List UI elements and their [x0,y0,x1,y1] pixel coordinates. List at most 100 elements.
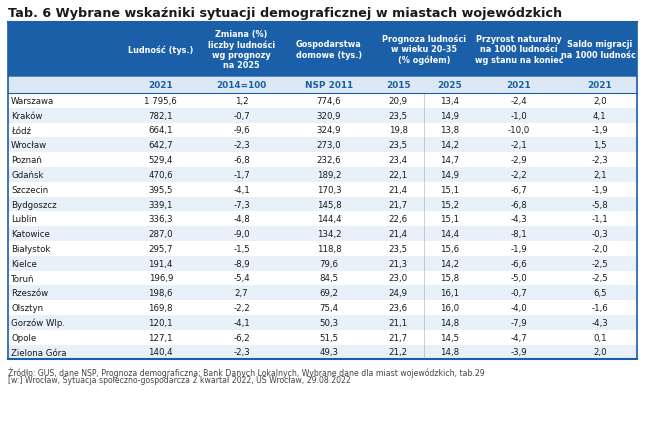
Text: 287,0: 287,0 [148,230,173,239]
Text: 664,1: 664,1 [148,126,173,135]
Text: 196,9: 196,9 [148,274,173,283]
Text: -2,9: -2,9 [511,156,527,165]
Text: 14,8: 14,8 [440,348,459,356]
Text: NSP 2011: NSP 2011 [305,81,353,90]
Text: -0,7: -0,7 [511,289,527,298]
Text: 23,0: 23,0 [389,274,408,283]
Text: 395,5: 395,5 [148,185,173,194]
Text: 1 795,6: 1 795,6 [144,97,177,106]
Text: 339,1: 339,1 [148,200,173,209]
Text: 144,4: 144,4 [317,215,341,224]
Text: 2021: 2021 [588,81,612,90]
Text: -2,0: -2,0 [591,244,608,253]
Text: -1,9: -1,9 [511,244,527,253]
Text: -1,7: -1,7 [233,171,250,179]
Text: Lublin: Lublin [11,215,37,224]
Text: 14,2: 14,2 [440,259,459,268]
Text: Przyrost naturalny
na 1000 ludności
wg stanu na koniec: Przyrost naturalny na 1000 ludności wg s… [475,35,563,65]
Text: Kielce: Kielce [11,259,37,268]
Text: -2,3: -2,3 [591,156,608,165]
Bar [8,212,637,227]
Text: 15,1: 15,1 [440,185,459,194]
Text: 2,7: 2,7 [235,289,248,298]
Text: -7,9: -7,9 [511,318,527,327]
Text: 84,5: 84,5 [319,274,339,283]
Text: Opole: Opole [11,333,36,342]
Text: -2,3: -2,3 [233,348,250,356]
Text: 2025: 2025 [437,81,462,90]
Text: -1,0: -1,0 [511,111,527,120]
Text: Łódź: Łódź [11,126,31,135]
Text: 2021: 2021 [506,81,531,90]
Text: 6,5: 6,5 [593,289,606,298]
Bar [8,153,637,168]
Bar [8,23,637,77]
Text: 21,4: 21,4 [389,230,408,239]
Text: 21,4: 21,4 [389,185,408,194]
Text: 14,4: 14,4 [440,230,459,239]
Text: -9,6: -9,6 [233,126,250,135]
Text: 22,6: 22,6 [389,215,408,224]
Text: Białystok: Białystok [11,244,50,253]
Text: 21,2: 21,2 [389,348,408,356]
Text: -2,5: -2,5 [591,259,608,268]
Text: -1,1: -1,1 [591,215,608,224]
Text: -7,3: -7,3 [233,200,250,209]
Text: 2,1: 2,1 [593,171,606,179]
Text: 14,2: 14,2 [440,141,459,150]
Text: 14,9: 14,9 [440,171,459,179]
Text: 15,8: 15,8 [440,274,459,283]
Text: Szczecin: Szczecin [11,185,48,194]
Bar [8,315,637,330]
Text: Gorzów Wlp.: Gorzów Wlp. [11,318,65,327]
Bar [8,94,637,108]
Text: 2,0: 2,0 [593,348,606,356]
Bar [8,227,637,241]
Text: 140,4: 140,4 [148,348,173,356]
Bar [8,241,637,256]
Text: -4,1: -4,1 [233,185,250,194]
Text: -4,0: -4,0 [511,304,527,312]
Text: -4,3: -4,3 [591,318,608,327]
Text: Zmiana (%)
liczby ludności
wg prognozy
na 2025: Zmiana (%) liczby ludności wg prognozy n… [208,30,275,70]
Text: -0,7: -0,7 [233,111,250,120]
Text: 191,4: 191,4 [148,259,173,268]
Text: 23,5: 23,5 [389,244,408,253]
Bar [8,182,637,197]
Text: -2,5: -2,5 [591,274,608,283]
Text: 69,2: 69,2 [319,289,339,298]
Text: -2,2: -2,2 [511,171,527,179]
Text: -2,1: -2,1 [511,141,527,150]
Text: -8,1: -8,1 [511,230,527,239]
Text: 295,7: 295,7 [148,244,173,253]
Text: 198,6: 198,6 [148,289,173,298]
Text: Gospodarstwa
domowe (tys.): Gospodarstwa domowe (tys.) [296,40,362,60]
Text: 14,9: 14,9 [440,111,459,120]
Text: 774,6: 774,6 [317,97,341,106]
Text: 145,8: 145,8 [317,200,341,209]
Text: 324,9: 324,9 [317,126,341,135]
Text: 320,9: 320,9 [317,111,341,120]
Bar [8,256,637,271]
Text: 1,2: 1,2 [235,97,248,106]
Text: 75,4: 75,4 [319,304,339,312]
Bar [8,197,637,212]
Text: Wrocław: Wrocław [11,141,47,150]
Text: -6,7: -6,7 [511,185,527,194]
Text: -3,9: -3,9 [511,348,527,356]
Text: 21,7: 21,7 [389,200,408,209]
Text: Katowice: Katowice [11,230,50,239]
Text: -8,9: -8,9 [233,259,250,268]
Text: Ludność (tys.): Ludność (tys.) [128,45,194,55]
Text: -5,0: -5,0 [511,274,527,283]
Text: -1,5: -1,5 [233,244,250,253]
Text: 19,8: 19,8 [389,126,408,135]
Text: -2,4: -2,4 [511,97,527,106]
Text: -5,4: -5,4 [233,274,250,283]
Text: -6,8: -6,8 [233,156,250,165]
Text: Zielona Góra: Zielona Góra [11,348,66,356]
Text: 118,8: 118,8 [317,244,341,253]
Text: Saldo migracji
na 1000 ludności: Saldo migracji na 1000 ludności [561,40,639,60]
Text: 170,3: 170,3 [317,185,341,194]
Text: 51,5: 51,5 [319,333,339,342]
